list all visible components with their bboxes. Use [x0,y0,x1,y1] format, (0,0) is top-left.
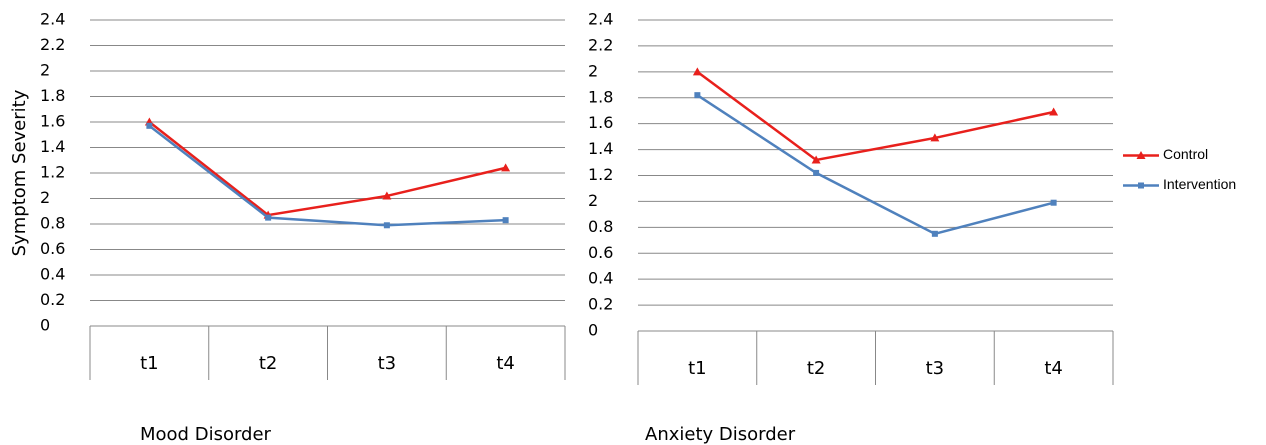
x-tick-label: t2 [807,358,826,379]
y-tick-label: 2.2 [40,35,65,54]
y-tick-label: 2 [40,61,50,80]
y-tick-label: 0.6 [40,239,65,258]
x-tick-label: t4 [1044,358,1063,379]
y-tick-label: 2 [40,188,50,207]
y-tick-label: 1.4 [588,139,613,158]
y-tick-label: 0 [40,316,50,335]
point [694,92,701,99]
y-tick-label: 0.8 [588,217,613,236]
point [1050,199,1057,206]
point [931,230,938,237]
point [1049,107,1059,116]
y-tick-label: 2.2 [588,35,613,54]
y-tick-label: 0.4 [40,265,65,284]
chart-title: Mood Disorder [140,424,272,445]
y-tick-label: 0.2 [40,290,65,309]
y-tick-label: 0.2 [588,295,613,314]
point [501,163,511,172]
legend-label: Control [1163,146,1208,162]
y-tick-label: 0.6 [588,243,613,262]
series-line [148,121,506,217]
y-tick-label: 1.4 [40,137,65,156]
point [502,217,509,224]
point [382,191,392,200]
y-tick-label: 1.2 [588,165,613,184]
y-tick-label: 2 [588,61,598,80]
series-line [696,94,1054,236]
chart-title: Anxiety Disorder [645,424,796,445]
y-tick-label: 1.6 [588,113,613,132]
series-line [696,70,1054,162]
x-tick-label: t1 [140,353,159,374]
y-tick-label: 2.4 [40,10,65,29]
y-tick-label: 1.8 [40,86,65,105]
x-tick-label: t3 [378,353,397,374]
series-line [148,124,506,227]
x-tick-label: t3 [926,358,945,379]
point [930,133,940,142]
point [146,122,153,129]
legend-marker [1136,151,1146,159]
point [811,155,821,164]
x-tick-label: t4 [496,353,515,374]
point [383,222,390,229]
y-tick-label: 2 [588,191,598,210]
point [265,214,272,221]
x-tick-label: t1 [688,358,707,379]
y-tick-label: 1.2 [40,163,65,182]
legend-label: Intervention [1163,176,1236,192]
y-tick-label: 1.6 [40,112,65,131]
y-axis-label: Symptom Severity [9,89,30,256]
point [813,169,820,176]
y-tick-label: 1.8 [588,87,613,106]
y-tick-label: 0.8 [40,214,65,233]
y-tick-label: 2.4 [588,10,613,29]
y-tick-label: 0 [588,321,598,340]
x-tick-label: t2 [259,353,278,374]
legend-marker [1138,182,1144,189]
y-tick-label: 0.4 [588,269,613,288]
point [692,67,702,76]
